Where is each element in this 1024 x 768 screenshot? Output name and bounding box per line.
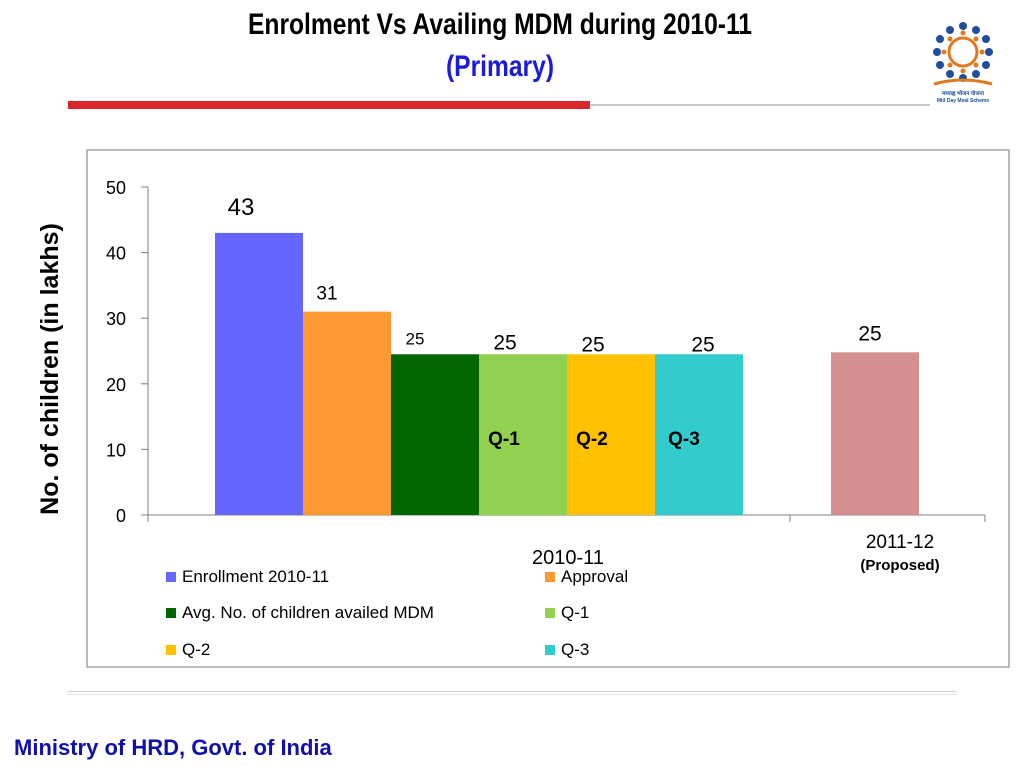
bar: [479, 354, 567, 515]
footer-divider-2: [68, 694, 956, 695]
legend-swatch: [545, 645, 555, 655]
legend: Enrollment 2010-11 Approval Avg. No. of ch…: [166, 567, 628, 659]
x-ticks: [147, 515, 986, 522]
y-tick-label: 50: [106, 178, 126, 198]
y-ticks: 0 10 20 30 40 50: [106, 178, 148, 526]
title-underline-red: [68, 101, 590, 109]
legend-label: Approval: [561, 567, 628, 586]
bar-data-label: 25: [691, 333, 714, 356]
x-group-label: 2011-12: [866, 532, 934, 553]
legend-swatch: [545, 608, 555, 618]
logo-text-hindi: मध्याह्न भोजन योजना: [941, 89, 985, 97]
slide-title: Enrolment Vs Availing MDM during 2010-11: [248, 8, 752, 41]
y-tick-label: 0: [116, 506, 126, 526]
legend-swatch: [545, 572, 555, 582]
y-tick-label: 20: [106, 375, 126, 395]
bar-inner-label: Q-1: [488, 429, 520, 450]
legend-label: Q-1: [561, 603, 589, 622]
bar-inner-label: Q-3: [668, 429, 700, 450]
group-labels: 2010-11 2011-12 (Proposed): [532, 532, 940, 574]
logo-emblem-icon: [933, 22, 993, 82]
bar: [567, 354, 655, 515]
legend-swatch: [166, 572, 176, 582]
legend-label: Q-3: [561, 640, 589, 659]
bar: [831, 352, 919, 515]
bar: [215, 232, 303, 516]
legend-swatch: [166, 645, 176, 655]
bar-data-label: 25: [406, 329, 425, 348]
mdm-logo: मध्याह्न भोजन योजना Mid Day Meal Scheme: [933, 22, 993, 104]
bar-data-label: 25: [581, 333, 604, 356]
x-group-sublabel: (Proposed): [860, 557, 939, 574]
bar-data-label: 25: [493, 331, 516, 354]
x-group-label: 2010-11: [532, 547, 604, 569]
bar-data-label: 43: [228, 194, 255, 221]
legend-label: Avg. No. of children availed MDM: [182, 603, 434, 622]
bar: [655, 354, 743, 515]
footer-ministry: Ministry of HRD, Govt. of India: [14, 735, 332, 760]
bar-data-label: 31: [316, 284, 337, 305]
bar-data-label: 25: [858, 322, 881, 345]
y-tick-label: 30: [106, 309, 126, 329]
legend-swatch: [166, 608, 176, 618]
legend-label: Q-2: [182, 640, 210, 659]
y-tick-label: 10: [106, 440, 126, 460]
legend-label: Enrollment 2010-11: [182, 567, 329, 586]
title-underline-grey: [590, 104, 930, 106]
logo-text-english: Mid Day Meal Scheme: [937, 98, 989, 104]
bars: 43 31 25 25 Q-1 25 Q-2 25 Q-3 25: [215, 194, 919, 516]
bar: [391, 354, 479, 515]
bar-inner-label: Q-2: [576, 429, 608, 450]
slide-subtitle: (Primary): [445, 50, 555, 83]
footer-divider: [68, 691, 956, 692]
y-tick-label: 40: [106, 244, 126, 264]
bar: [303, 311, 391, 515]
